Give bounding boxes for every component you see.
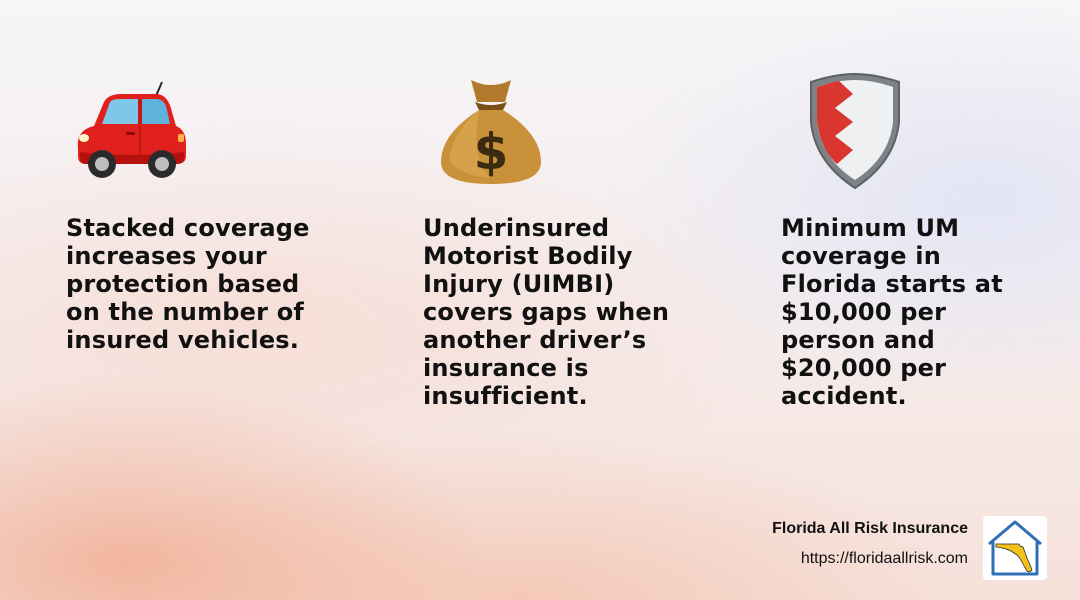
company-name: Florida All Risk Insurance: [772, 520, 968, 537]
shield-icon: [810, 72, 900, 190]
feature-caption-uimbi: Underinsured Motorist Bodily Injury (UIM…: [423, 214, 670, 410]
feature-caption-minimum-um: Minimum UM coverage in Florida starts at…: [781, 214, 1003, 410]
brand-block: Florida All Risk Insurance https://flori…: [772, 519, 968, 569]
feature-card-uimbi: $ Underinsured Motorist Bodily Injury (U…: [423, 72, 723, 410]
company-logo: [983, 516, 1047, 580]
feature-card-minimum-um: Minimum UM coverage in Florida starts at…: [781, 72, 1080, 410]
money-bag-icon: $: [441, 80, 541, 184]
feature-caption-stacked-coverage: Stacked coverage increases your protecti…: [66, 214, 310, 354]
house-florida-logo-icon: [988, 520, 1042, 576]
svg-text:$: $: [474, 123, 509, 181]
feature-card-stacked-coverage: Stacked coverage increases your protecti…: [66, 72, 366, 354]
red-car-icon: [77, 81, 186, 178]
company-url-link[interactable]: https://floridaallrisk.com: [800, 550, 968, 567]
